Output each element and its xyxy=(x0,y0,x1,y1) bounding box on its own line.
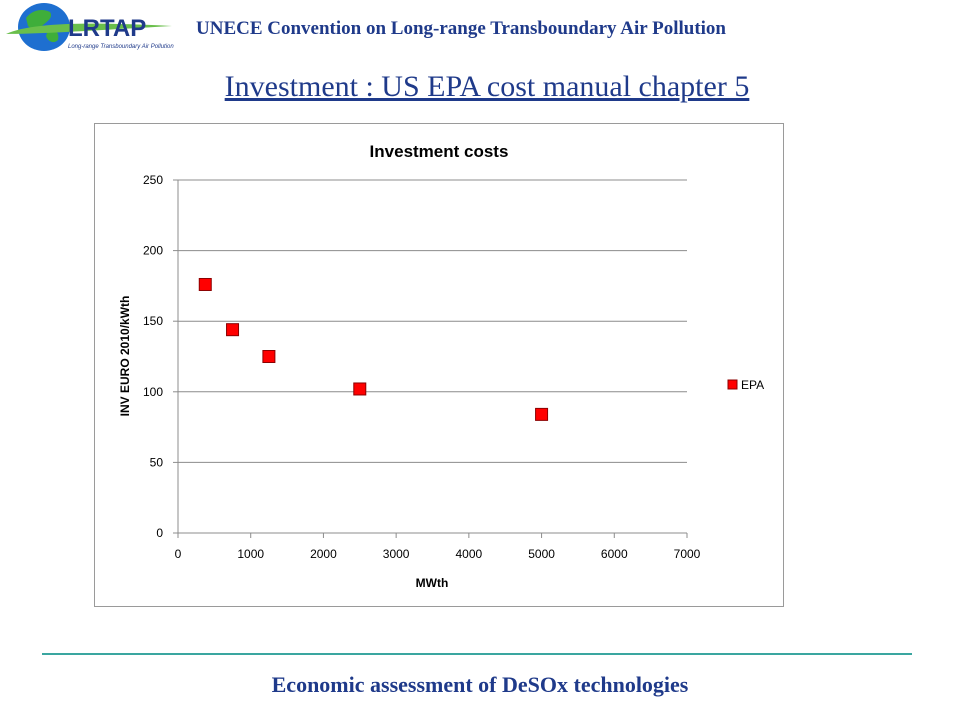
footer-title: Economic assessment of DeSOx technologie… xyxy=(271,672,689,697)
globe-land-icon xyxy=(26,10,59,43)
data-point xyxy=(262,350,276,363)
data-points xyxy=(198,277,549,421)
x-tick-label: 0 xyxy=(175,547,182,561)
x-tick-label: 3000 xyxy=(383,547,410,561)
x-tick-label: 6000 xyxy=(601,547,628,561)
legend-marker xyxy=(727,379,738,390)
slide-title: Investment : US EPA cost manual chapter … xyxy=(224,70,750,103)
y-tick-label: 200 xyxy=(143,244,163,258)
data-point xyxy=(198,277,212,291)
lrtap-logo: LRTAP Long-range Transboundary Air Pollu… xyxy=(6,3,174,51)
grid-lines xyxy=(173,179,688,538)
y-tick-label: 150 xyxy=(143,314,163,328)
y-axis-label: INV EURO 2010/kWth xyxy=(118,296,132,417)
data-point xyxy=(226,323,240,337)
chart-title: Investment costs xyxy=(370,142,509,161)
x-axis-label: MWth xyxy=(416,576,449,590)
y-tick-label: 0 xyxy=(156,526,163,540)
x-tick-label: 7000 xyxy=(674,547,701,561)
y-tick-label: 250 xyxy=(143,173,163,187)
data-point xyxy=(535,407,549,421)
x-tick-label: 2000 xyxy=(310,547,337,561)
x-tick-label: 1000 xyxy=(237,547,264,561)
data-point xyxy=(353,382,367,396)
x-tick-labels: 0 1000 2000 3000 4000 5000 6000 7000 xyxy=(175,547,701,561)
logo-subtext: Long-range Transboundary Air Pollution xyxy=(68,44,174,50)
y-tick-labels: 0 50 100 150 200 250 xyxy=(143,173,163,540)
orbit-swoosh-icon xyxy=(6,23,172,34)
legend-label: EPA xyxy=(741,378,764,392)
footer-divider xyxy=(42,653,912,655)
investment-chart: Investment costs 0 50 100 150 200 250 0 1000 20… xyxy=(118,142,764,590)
y-tick-label: 100 xyxy=(143,385,163,399)
x-tick-label: 4000 xyxy=(456,547,483,561)
x-tick-label: 5000 xyxy=(528,547,555,561)
logo-text: LRTAP xyxy=(68,15,146,42)
convention-header: UNECE Convention on Long-range Transboun… xyxy=(196,18,726,39)
y-tick-label: 50 xyxy=(150,455,164,469)
chart-frame: Investment costs 0 50 100 150 200 250 0 1000 20… xyxy=(94,123,784,607)
